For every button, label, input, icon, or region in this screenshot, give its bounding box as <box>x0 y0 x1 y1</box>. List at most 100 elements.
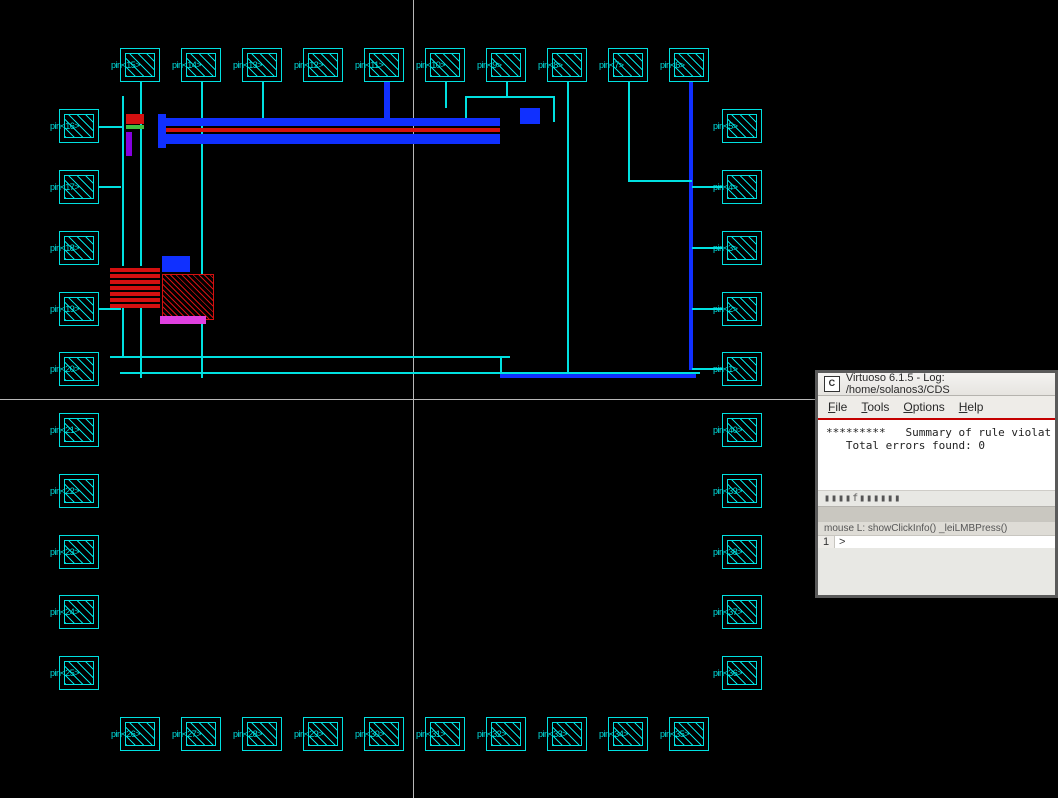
log-line-2: Total errors found: 0 <box>826 439 985 452</box>
pad-label: pin<25> <box>50 668 79 678</box>
io-pad[interactable]: pin<6> <box>669 48 709 82</box>
pad-label: pin<18> <box>50 243 79 253</box>
io-pad[interactable]: pin<20> <box>59 352 99 386</box>
io-pad[interactable]: pin<12> <box>303 48 343 82</box>
pad-label: pin<1> <box>713 364 738 374</box>
io-pad[interactable]: pin<19> <box>59 292 99 326</box>
io-pad[interactable]: pin<36> <box>722 656 762 690</box>
pad-label: pin<13> <box>233 60 262 70</box>
pad-label: pin<19> <box>50 304 79 314</box>
command-number: 1 <box>818 536 835 548</box>
pad-label: pin<16> <box>50 121 79 131</box>
pad-label: pin<37> <box>713 607 742 617</box>
io-pad[interactable]: pin<30> <box>364 717 404 751</box>
pad-label: pin<15> <box>111 60 140 70</box>
pad-label: pin<38> <box>713 547 742 557</box>
wire <box>567 82 569 378</box>
mouse-hint-bar: mouse L: showClickInfo() _leiLMBPress() <box>818 521 1055 535</box>
pad-label: pin<8> <box>538 60 563 70</box>
status-strip: ▮▮▮▮f▮▮▮▮▮▮ <box>818 490 1055 506</box>
io-pad[interactable]: pin<32> <box>486 717 526 751</box>
wire <box>99 126 123 128</box>
pad-label: pin<28> <box>233 729 262 739</box>
wire <box>126 114 144 124</box>
pad-label: pin<27> <box>172 729 201 739</box>
wire <box>689 190 693 370</box>
menu-bar[interactable]: File Tools Options Help <box>818 396 1055 420</box>
io-pad[interactable]: pin<34> <box>608 717 648 751</box>
pad-label: pin<5> <box>713 121 738 131</box>
io-pad[interactable]: pin<26> <box>120 717 160 751</box>
pad-label: pin<4> <box>713 182 738 192</box>
menu-options[interactable]: Options <box>903 400 944 414</box>
pad-label: pin<29> <box>294 729 323 739</box>
wire <box>99 186 121 188</box>
io-pad[interactable]: pin<2> <box>722 292 762 326</box>
io-pad[interactable]: pin<35> <box>669 717 709 751</box>
wire <box>628 180 692 182</box>
io-pad[interactable]: pin<38> <box>722 535 762 569</box>
log-area: ********* Summary of rule violat Total e… <box>818 420 1055 490</box>
device-block <box>110 266 160 308</box>
menu-file[interactable]: File <box>828 400 847 414</box>
pad-label: pin<40> <box>713 425 742 435</box>
pad-label: pin<23> <box>50 547 79 557</box>
device-block <box>162 256 190 272</box>
pad-label: pin<11> <box>355 60 383 70</box>
io-pad[interactable]: pin<24> <box>59 595 99 629</box>
pad-label: pin<35> <box>660 729 689 739</box>
title-bar[interactable]: C Virtuoso 6.1.5 - Log: /home/solanos3/C… <box>818 373 1055 396</box>
io-pad[interactable]: pin<18> <box>59 231 99 265</box>
io-pad[interactable]: pin<16> <box>59 109 99 143</box>
io-pad[interactable]: pin<33> <box>547 717 587 751</box>
io-pad[interactable]: pin<28> <box>242 717 282 751</box>
command-prompt: > <box>835 536 849 548</box>
wire <box>158 114 166 148</box>
wire <box>99 308 121 310</box>
pad-label: pin<26> <box>111 729 140 739</box>
io-pad[interactable]: pin<17> <box>59 170 99 204</box>
pad-label: pin<10> <box>416 60 445 70</box>
pad-label: pin<9> <box>477 60 502 70</box>
wire <box>201 82 203 378</box>
wire <box>122 96 124 356</box>
menu-tools[interactable]: Tools <box>861 400 889 414</box>
wire <box>520 108 540 124</box>
io-pad[interactable]: pin<27> <box>181 717 221 751</box>
io-pad[interactable]: pin<1> <box>722 352 762 386</box>
status-text: ▮▮▮▮f▮▮▮▮▮▮ <box>824 493 901 504</box>
io-pad[interactable]: pin<15> <box>120 48 160 82</box>
io-pad[interactable]: pin<3> <box>722 231 762 265</box>
io-pad[interactable]: pin<8> <box>547 48 587 82</box>
io-pad[interactable]: pin<29> <box>303 717 343 751</box>
io-pad[interactable]: pin<7> <box>608 48 648 82</box>
io-pad[interactable]: pin<11> <box>364 48 404 82</box>
log-window[interactable]: C Virtuoso 6.1.5 - Log: /home/solanos3/C… <box>815 370 1058 598</box>
io-pad[interactable]: pin<9> <box>486 48 526 82</box>
io-pad[interactable]: pin<14> <box>181 48 221 82</box>
pad-label: pin<14> <box>172 60 201 70</box>
io-pad[interactable]: pin<23> <box>59 535 99 569</box>
pad-label: pin<6> <box>660 60 685 70</box>
menu-help[interactable]: Help <box>959 400 984 414</box>
wire <box>160 128 500 132</box>
io-pad[interactable]: pin<21> <box>59 413 99 447</box>
io-pad[interactable]: pin<13> <box>242 48 282 82</box>
pad-label: pin<31> <box>416 729 445 739</box>
window-title: Virtuoso 6.1.5 - Log: /home/solanos3/CDS <box>846 372 1049 396</box>
scroll-band[interactable] <box>818 506 1055 521</box>
io-pad[interactable]: pin<31> <box>425 717 465 751</box>
io-pad[interactable]: pin<40> <box>722 413 762 447</box>
io-pad[interactable]: pin<4> <box>722 170 762 204</box>
io-pad[interactable]: pin<10> <box>425 48 465 82</box>
pad-label: pin<39> <box>713 486 742 496</box>
wire <box>689 82 693 192</box>
app-icon: C <box>824 376 840 392</box>
io-pad[interactable]: pin<25> <box>59 656 99 690</box>
command-line[interactable]: 1 > <box>818 535 1055 548</box>
io-pad[interactable]: pin<5> <box>722 109 762 143</box>
io-pad[interactable]: pin<39> <box>722 474 762 508</box>
wire <box>110 356 510 358</box>
io-pad[interactable]: pin<22> <box>59 474 99 508</box>
io-pad[interactable]: pin<37> <box>722 595 762 629</box>
